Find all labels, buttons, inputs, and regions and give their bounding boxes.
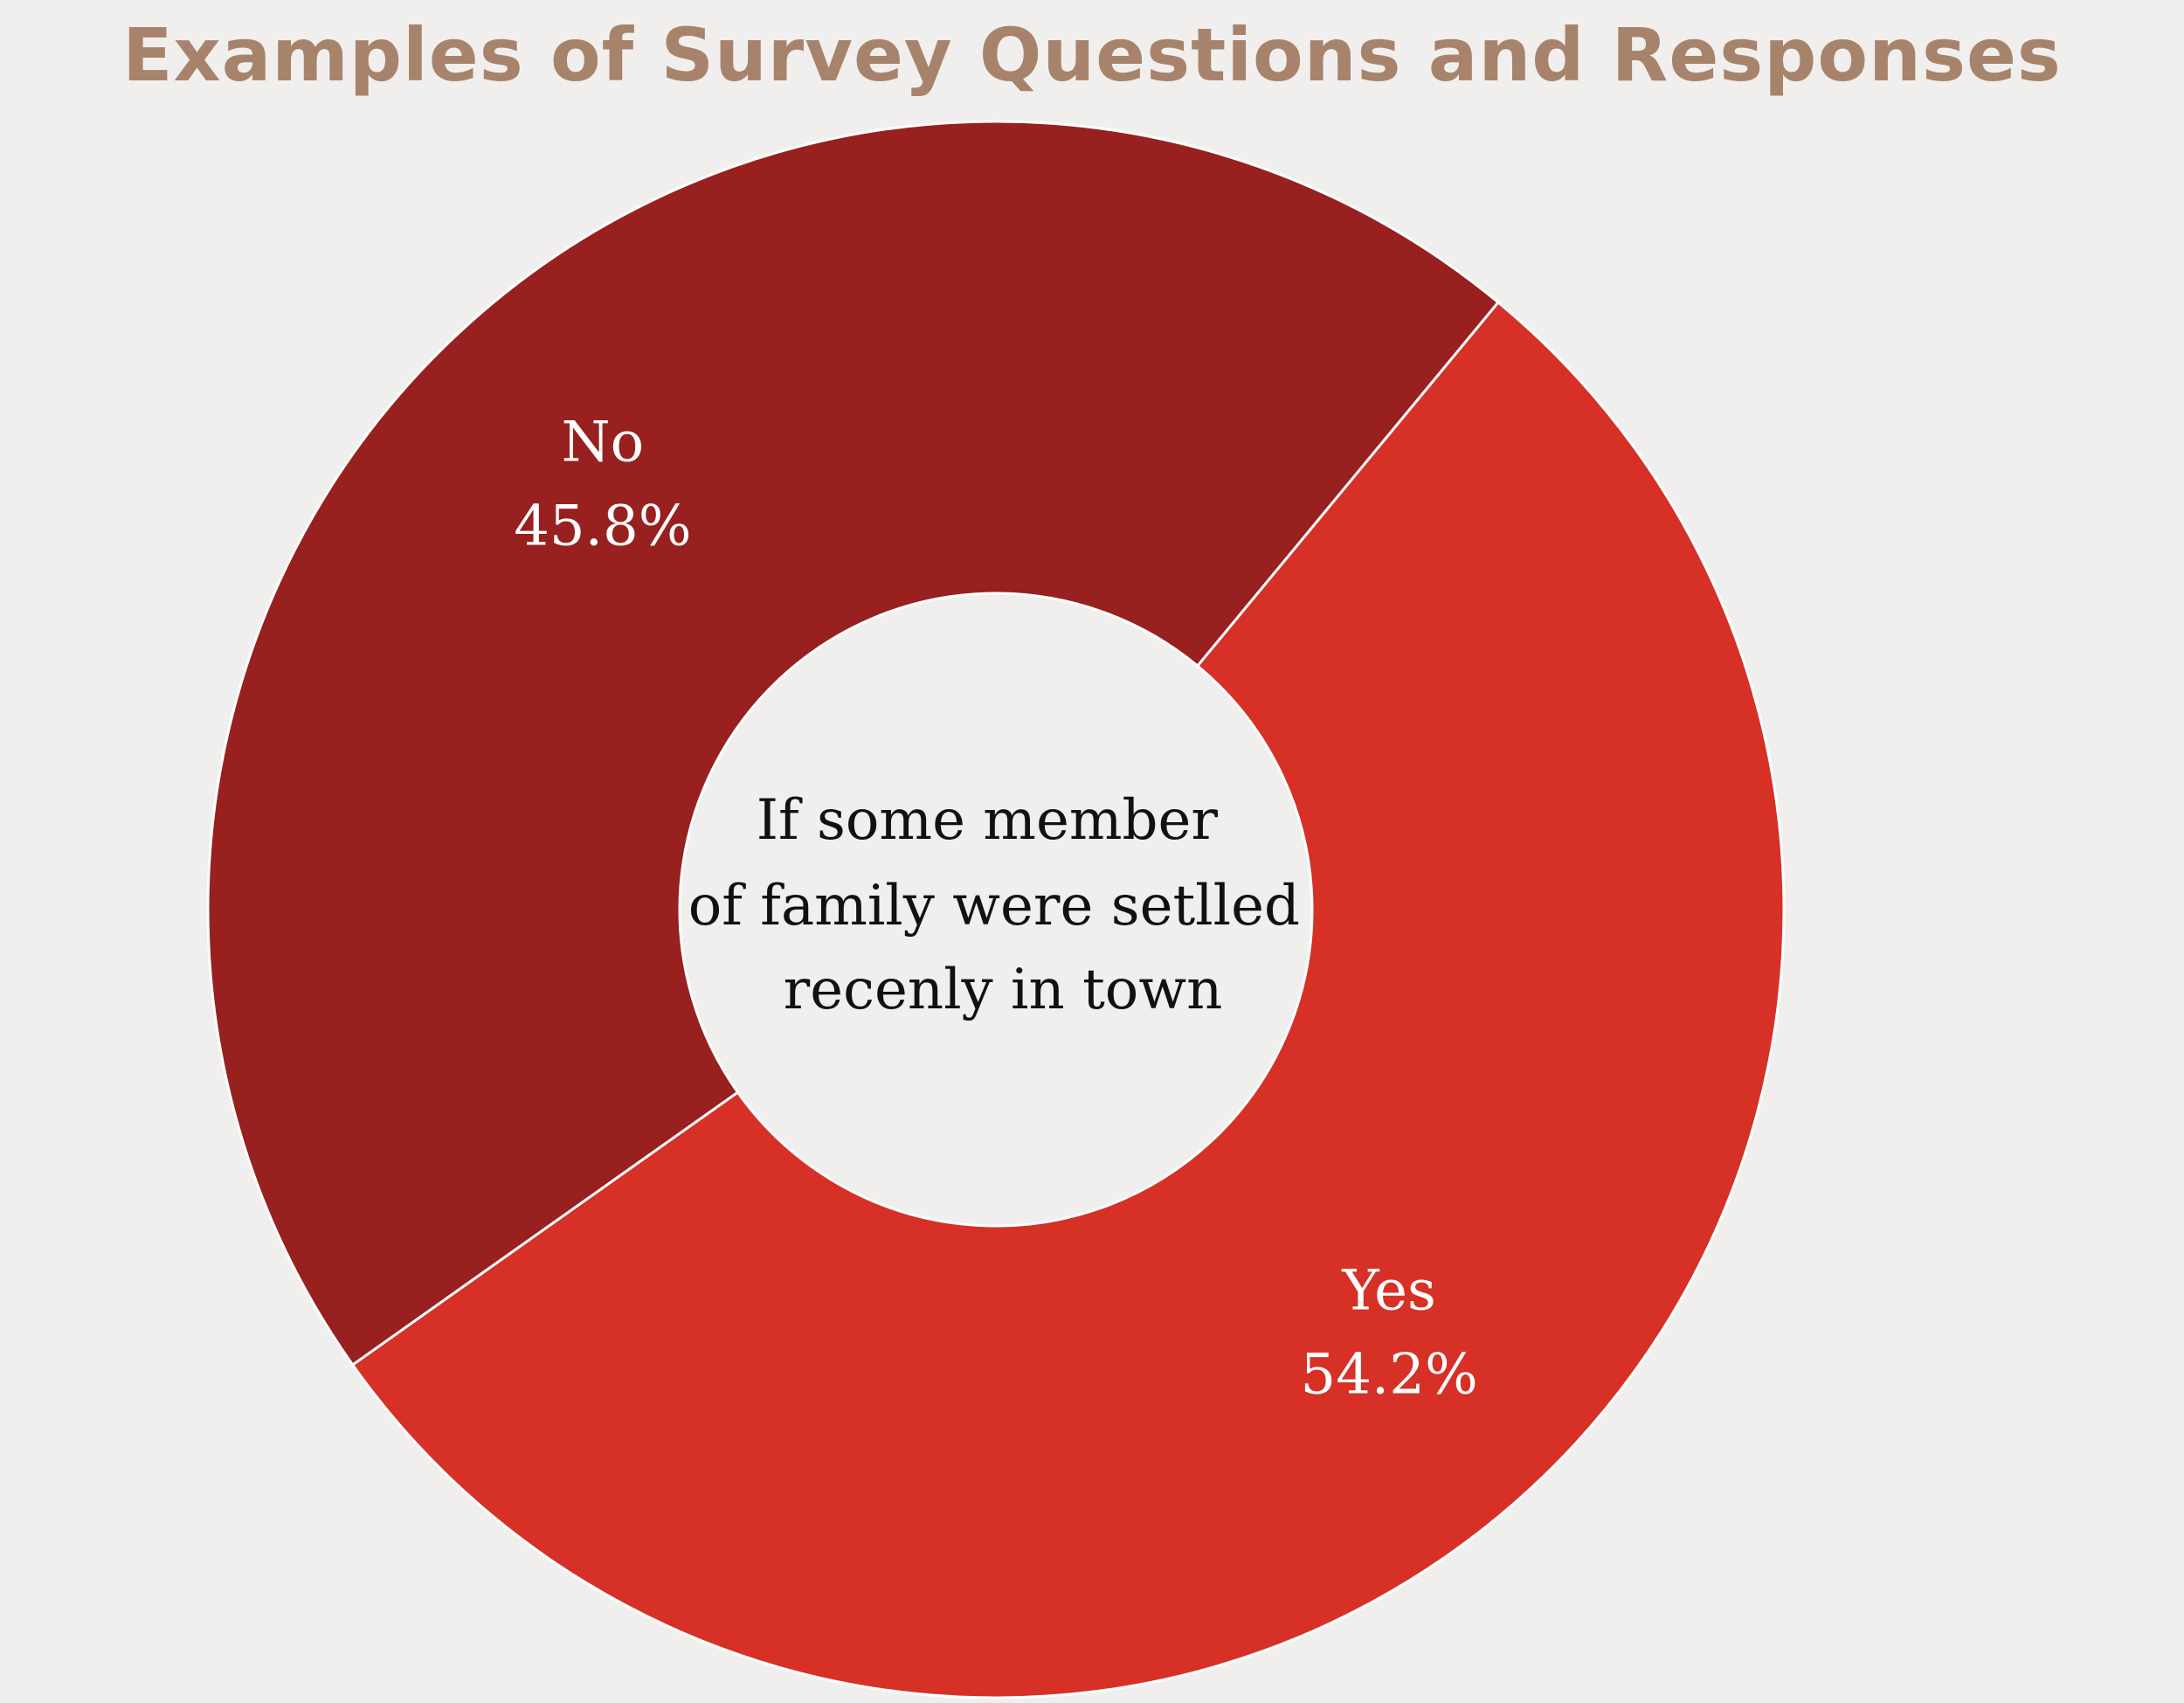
chart-title: Examples of Survey Questions and Respons… (122, 12, 2062, 98)
center-label-line: recenly in town (784, 958, 1223, 1022)
slice-label-no: No 45.8% (514, 411, 691, 559)
slice-value: 45.8% (514, 495, 691, 559)
center-label-line: of family were setlled (688, 874, 1300, 938)
center-label: If some member of family were setlled re… (688, 788, 1318, 1022)
slice-value: 54.2% (1300, 1342, 1477, 1407)
center-label-line: If some member (757, 788, 1219, 853)
labels-layer: Yes 54.2% No 45.8% (514, 411, 1478, 1408)
slice-label-yes: Yes 54.2% (1300, 1258, 1477, 1407)
slices-layer (206, 120, 1786, 1700)
slice-no (206, 120, 1501, 1367)
slice-category: No (562, 411, 645, 475)
slice-yes (350, 300, 1786, 1700)
slice-category: Yes (1341, 1258, 1435, 1323)
